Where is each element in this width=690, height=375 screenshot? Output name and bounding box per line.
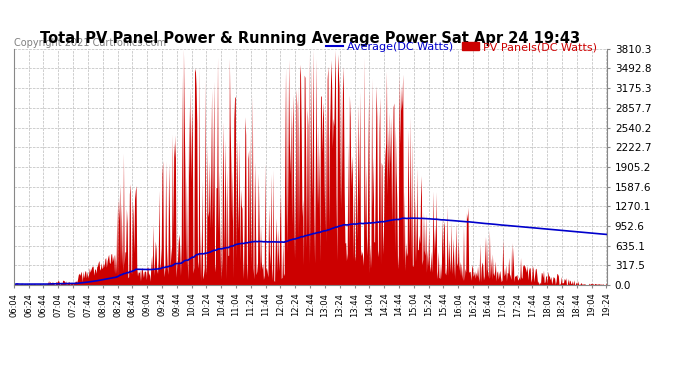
Legend: Average(DC Watts), PV Panels(DC Watts): Average(DC Watts), PV Panels(DC Watts) [322,38,602,57]
Title: Total PV Panel Power & Running Average Power Sat Apr 24 19:43: Total PV Panel Power & Running Average P… [41,31,580,46]
Text: Copyright 2021 Cartronics.com: Copyright 2021 Cartronics.com [14,38,166,48]
